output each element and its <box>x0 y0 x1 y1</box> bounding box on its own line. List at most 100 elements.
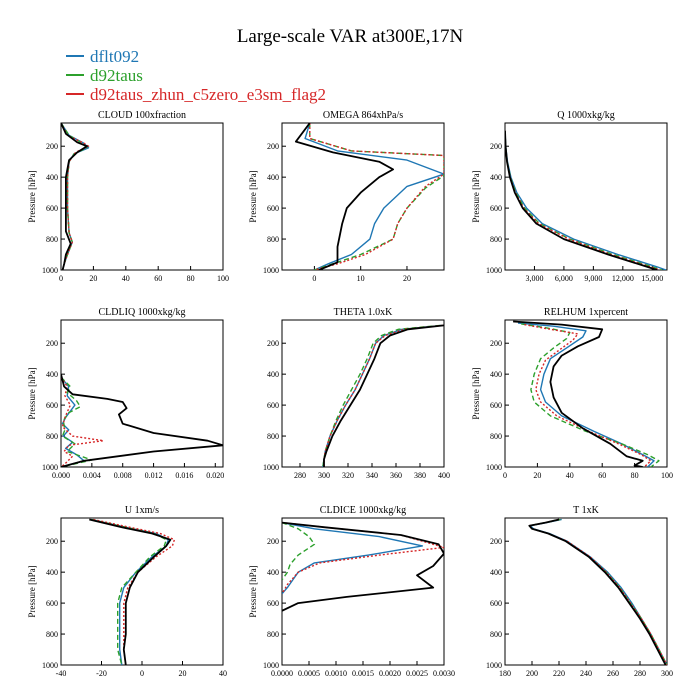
x-tick-label: 0.012 <box>145 471 163 480</box>
series-line-d92taus <box>528 518 667 665</box>
panel-title: CLOUD 100xfraction <box>98 110 186 121</box>
series-line-d92taus_zhun_c5zero_e3sm_flag2 <box>282 521 444 595</box>
y-tick-label: 400 <box>267 370 279 379</box>
y-tick-label: 400 <box>267 568 279 577</box>
y-tick-label: 200 <box>267 537 279 546</box>
y-tick-label: 800 <box>490 630 502 639</box>
series-line-control <box>528 518 667 665</box>
y-tick-label: 400 <box>490 370 502 379</box>
x-tick-label: 0.0025 <box>406 669 428 678</box>
panel-title: Q 1000xkg/kg <box>557 110 615 121</box>
series-line-dflt092 <box>61 376 85 467</box>
panel-8: CLDICE 1000xkg/kg 200 400 600 800 1000 Pressur… <box>248 505 455 678</box>
y-tick-label: 400 <box>490 568 502 577</box>
y-axis-label: Pressure [hPa] <box>248 170 258 222</box>
series-line-control <box>505 130 658 270</box>
x-tick-label: 320 <box>342 471 354 480</box>
y-tick-label: 800 <box>46 235 58 244</box>
x-tick-label: 0.0015 <box>352 669 374 678</box>
x-tick-label: 0 <box>59 274 63 283</box>
series-line-dflt092 <box>322 324 442 467</box>
x-tick-label: 0.0010 <box>325 669 347 678</box>
panel-title: THETA 1.0xK <box>334 307 393 318</box>
panel-frame <box>60 122 224 271</box>
y-tick-label: 1000 <box>486 266 502 275</box>
y-tick-label: 200 <box>46 339 58 348</box>
legend-label-2: d92taus_zhun_c5zero_e3sm_flag2 <box>90 85 326 104</box>
x-tick-label: 400 <box>438 471 450 480</box>
panel-4: CLDLIQ 1000xkg/kg 200 400 600 800 1000 Pressur… <box>27 307 224 480</box>
x-tick-label: 0.0030 <box>433 669 455 678</box>
x-tick-label: 80 <box>187 274 195 283</box>
y-tick-label: 400 <box>490 173 502 182</box>
y-tick-label: 400 <box>267 173 279 182</box>
panel-frame <box>281 122 445 271</box>
series-line-dflt092 <box>304 123 444 270</box>
panel-frame <box>504 319 668 468</box>
panel-5: THETA 1.0xK 200 400 600 800 1000 280 300 320 340 3… <box>263 307 450 480</box>
y-tick-label: 600 <box>267 599 279 608</box>
panel-3: Q 1000xkg/kg 200 400 600 800 1000 Pressure [hP… <box>471 110 668 283</box>
legend-label-0: dflt092 <box>90 47 139 66</box>
x-tick-label: 0.016 <box>175 471 193 480</box>
x-tick-label: 40 <box>219 669 227 678</box>
y-axis-label: Pressure [hPa] <box>471 170 481 222</box>
y-tick-label: 600 <box>267 401 279 410</box>
y-tick-label: 200 <box>490 142 502 151</box>
y-tick-label: 600 <box>490 401 502 410</box>
series-line-d92taus_zhun_c5zero_e3sm_flag2 <box>93 518 176 665</box>
x-tick-label: 240 <box>580 669 592 678</box>
series-line-d92taus_zhun_c5zero_e3sm_flag2 <box>309 123 444 270</box>
y-tick-label: 200 <box>46 537 58 546</box>
series-line-d92taus_zhun_c5zero_e3sm_flag2 <box>61 376 105 467</box>
y-tick-label: 400 <box>46 568 58 577</box>
y-tick-label: 800 <box>267 235 279 244</box>
x-tick-label: 300 <box>661 669 673 678</box>
panel-frame <box>281 319 445 468</box>
x-tick-label: 80 <box>631 471 639 480</box>
panel-title: T 1xK <box>573 505 599 516</box>
x-tick-label: -20 <box>96 669 107 678</box>
y-tick-label: 200 <box>267 339 279 348</box>
x-tick-label: 300 <box>318 471 330 480</box>
x-tick-label: 0 <box>503 471 507 480</box>
y-tick-label: 600 <box>46 401 58 410</box>
y-tick-label: 200 <box>490 537 502 546</box>
series-line-d92taus_zhun_c5zero_e3sm_flag2 <box>528 518 667 665</box>
x-tick-label: 40 <box>566 471 574 480</box>
y-tick-label: 1000 <box>486 661 502 670</box>
y-axis-label: Pressure [hPa] <box>27 170 37 222</box>
series-line-control <box>323 324 444 467</box>
series-line-d92taus_zhun_c5zero_e3sm_flag2 <box>505 130 661 270</box>
panel-title: RELHUM 1xpercent <box>544 307 628 318</box>
x-tick-label: 100 <box>217 274 229 283</box>
y-tick-label: 200 <box>267 142 279 151</box>
series-line-control <box>295 123 394 270</box>
y-tick-label: 600 <box>46 204 58 213</box>
x-tick-label: 20 <box>179 669 187 678</box>
chart-title: Large-scale VAR at300E,17N <box>237 26 464 47</box>
y-tick-label: 800 <box>46 432 58 441</box>
x-tick-label: 100 <box>661 471 673 480</box>
panel-title: CLDLIQ 1000xkg/kg <box>99 307 186 318</box>
series-line-d92taus <box>61 376 93 467</box>
y-tick-label: 1000 <box>263 266 279 275</box>
x-tick-label: 200 <box>526 669 538 678</box>
x-tick-label: 10 <box>357 274 365 283</box>
y-tick-label: 200 <box>46 142 58 151</box>
y-axis-label: Pressure [hPa] <box>471 367 481 419</box>
y-tick-label: 1000 <box>42 266 58 275</box>
series-line-d92taus_zhun_c5zero_e3sm_flag2 <box>323 324 443 467</box>
y-axis-label: Pressure [hPa] <box>248 565 258 617</box>
x-tick-label: -40 <box>56 669 67 678</box>
y-tick-label: 800 <box>46 630 58 639</box>
series-line-d92taus <box>322 324 441 467</box>
x-tick-label: 220 <box>553 669 565 678</box>
series-line-d92taus_zhun_c5zero_e3sm_flag2 <box>61 123 90 270</box>
series-line-control <box>61 373 223 467</box>
series-line-control <box>513 320 644 467</box>
x-tick-label: 40 <box>122 274 130 283</box>
series-line-dflt092 <box>505 130 667 270</box>
x-tick-label: 0.000 <box>52 471 70 480</box>
